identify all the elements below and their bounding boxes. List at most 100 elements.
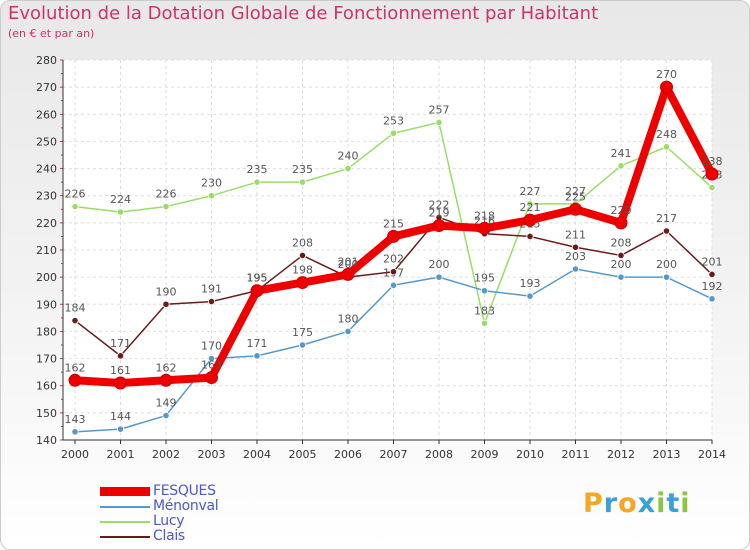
data-point-lucy: [526, 200, 534, 208]
data-label-lucy: 241: [611, 147, 632, 160]
legend-label-fesques: FESQUES: [153, 483, 216, 499]
y-tick-label: 150: [36, 407, 57, 420]
data-label-mnonval: 144: [110, 410, 131, 423]
x-tick-label: 2002: [152, 448, 180, 461]
data-label-clais: 201: [702, 255, 723, 268]
x-tick-label: 2006: [334, 448, 362, 461]
y-tick-label: 220: [36, 217, 57, 230]
data-point-fesques: [68, 373, 82, 387]
data-point-mnonval: [298, 341, 307, 349]
chart-title: Evolution de la Dotation Globale de Fonc…: [8, 3, 599, 24]
y-tick-label: 210: [36, 244, 57, 257]
legend-label-lucy: Lucy: [153, 513, 185, 529]
x-tick-label: 2014: [698, 448, 726, 461]
data-label-fesques: 198: [292, 264, 313, 277]
x-tick-label: 2011: [562, 448, 590, 461]
data-point-mnonval: [662, 273, 671, 281]
data-point-clais: [571, 243, 580, 251]
data-point-fesques: [296, 276, 309, 290]
series-lucy: 226 224 226 230 235 235 240 253 257 183 227 227 241 2…: [65, 103, 723, 327]
data-point-fesques: [387, 229, 400, 243]
data-point-clais: [298, 251, 307, 260]
y-tick-label: 180: [36, 325, 57, 338]
data-point-lucy: [435, 118, 443, 127]
data-label-mnonval: 143: [65, 413, 86, 426]
data-label-clais: 195: [247, 272, 268, 285]
logo-letter: o: [618, 488, 638, 519]
data-point-lucy: [298, 178, 307, 186]
data-label-fesques: 218: [474, 209, 495, 222]
y-tick-label: 270: [36, 81, 57, 94]
data-label-fesques: 215: [383, 217, 404, 230]
data-label-fesques: 225: [565, 190, 586, 203]
data-label-lucy: 224: [110, 193, 131, 206]
data-label-fesques: 221: [520, 201, 541, 214]
data-label-fesques: 220: [611, 204, 632, 217]
series-mnonval: 1431441491701711751801972001951932032002…: [65, 250, 723, 436]
data-label-fesques: 161: [110, 364, 131, 377]
data-point-lucy: [389, 129, 398, 137]
y-tick-label: 250: [36, 135, 57, 148]
data-label-clais: 222: [429, 198, 450, 211]
x-tick-label: 2001: [107, 448, 135, 461]
data-label-mnonval: 203: [565, 250, 586, 263]
series-fesques: 162 161 162 163 195 198 201 215 219 218 221 225 220 2…: [65, 68, 723, 390]
x-tick-label: 2000: [61, 448, 89, 461]
data-label-mnonval: 170: [201, 340, 222, 353]
data-label-clais: 211: [565, 228, 586, 241]
logo-letter: P: [583, 488, 604, 519]
data-label-clais: 171: [110, 337, 131, 350]
data-point-clais: [617, 251, 625, 260]
data-point-lucy: [617, 162, 625, 170]
legend-label-clais: Clais: [153, 528, 185, 544]
data-label-fesques: 195: [247, 272, 268, 285]
legend-swatch-menonval: [100, 506, 150, 508]
data-label-clais: 217: [656, 212, 677, 225]
data-label-mnonval: 171: [247, 337, 268, 350]
data-point-clais: [162, 300, 170, 308]
data-label-lucy: 257: [429, 103, 450, 116]
data-label-lucy: 226: [156, 188, 177, 201]
logo-letter: r: [603, 488, 619, 519]
data-point-mnonval: [116, 425, 125, 433]
data-point-mnonval: [207, 354, 216, 363]
data-label-fesques: 219: [429, 207, 450, 220]
data-label-fesques: 162: [156, 361, 177, 374]
y-tick-label: 260: [36, 108, 57, 121]
data-point-mnonval: [389, 281, 398, 289]
data-label-mnonval: 193: [520, 277, 541, 290]
data-label-mnonval: 195: [474, 272, 495, 285]
data-label-mnonval: 200: [611, 258, 632, 271]
y-tick-label: 160: [36, 380, 57, 393]
data-point-fesques: [705, 167, 719, 181]
data-label-fesques: 162: [65, 361, 86, 374]
data-label-clais: 208: [611, 236, 632, 249]
data-label-fesques: 201: [338, 255, 359, 268]
x-tick-label: 2012: [607, 448, 635, 461]
data-label-clais: 202: [383, 253, 404, 266]
data-point-mnonval: [617, 273, 625, 281]
data-point-mnonval: [571, 265, 580, 273]
y-tick-label: 140: [36, 434, 57, 447]
data-label-fesques: 238: [702, 155, 723, 168]
data-point-clais: [662, 227, 671, 235]
y-tick-label: 190: [36, 298, 57, 311]
data-label-lucy: 248: [656, 128, 677, 141]
x-tick-label: 2005: [289, 448, 317, 461]
data-label-lucy: 240: [338, 150, 359, 163]
data-point-clais: [116, 352, 125, 360]
data-label-mnonval: 200: [656, 258, 677, 271]
legend-swatch-lucy: [100, 521, 150, 523]
data-point-fesques: [660, 80, 673, 94]
data-point-lucy: [253, 178, 261, 186]
data-point-clais: [207, 297, 216, 306]
data-label-mnonval: 175: [292, 326, 313, 339]
data-point-clais: [526, 232, 534, 241]
data-point-fesques: [478, 221, 491, 235]
data-point-lucy: [162, 202, 170, 211]
data-label-fesques: 163: [201, 359, 222, 372]
x-tick-label: 2007: [380, 448, 408, 461]
data-point-mnonval: [71, 428, 79, 436]
data-label-lucy: 230: [201, 177, 222, 190]
